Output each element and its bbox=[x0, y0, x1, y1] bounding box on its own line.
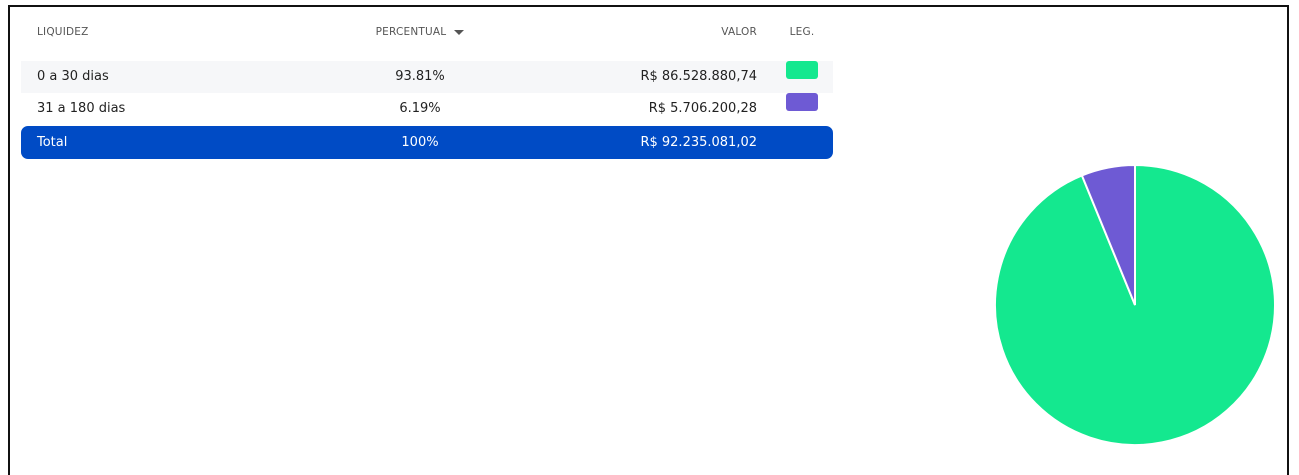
header-cell[interactable]: LIQUIDEZ bbox=[37, 26, 89, 38]
sort-arrow bbox=[454, 29, 465, 35]
value-cell: R$ 5.706.200,28 bbox=[648, 101, 757, 116]
pie-chart bbox=[994, 163, 1276, 446]
percent-cell: 6.19% bbox=[399, 101, 441, 116]
pie-slice bbox=[1080, 163, 1136, 306]
liquidity-cell: 0 a 30 dias bbox=[37, 69, 109, 84]
total-value: R$ 92.235.081,02 bbox=[640, 135, 757, 150]
page: {"table": {"headers": ["LIQUIDEZ", "PERC… bbox=[8, 5, 1289, 475]
header-cell[interactable]: VALOR bbox=[721, 26, 757, 38]
header-cell[interactable]: PERCENTUAL bbox=[320, 16, 520, 48]
total-label: Total bbox=[37, 135, 68, 150]
legend-swatch bbox=[786, 61, 818, 79]
table-row: 0 a 30 dias 93.81% R$ 86.528.880,74 bbox=[21, 61, 833, 93]
total-row: Total 100% R$ 92.235.081,02 bbox=[21, 126, 833, 159]
header-text: PERCENTUAL bbox=[375, 26, 447, 38]
legend-swatch bbox=[786, 93, 818, 111]
value-cell: R$ 86.528.880,74 bbox=[640, 69, 757, 84]
table-row: 31 a 180 dias 6.19% R$ 5.706.200,28 bbox=[21, 93, 833, 125]
panel-frame bbox=[8, 5, 1289, 475]
percent-cell: 93.81% bbox=[395, 69, 445, 84]
table-header: LIQUIDEZ PERCENTUAL VALOR LEG. bbox=[21, 16, 833, 48]
header-cell[interactable]: LEG. bbox=[789, 26, 815, 38]
total-percent: 100% bbox=[401, 135, 439, 150]
liquidity-cell: 31 a 180 dias bbox=[37, 101, 126, 116]
